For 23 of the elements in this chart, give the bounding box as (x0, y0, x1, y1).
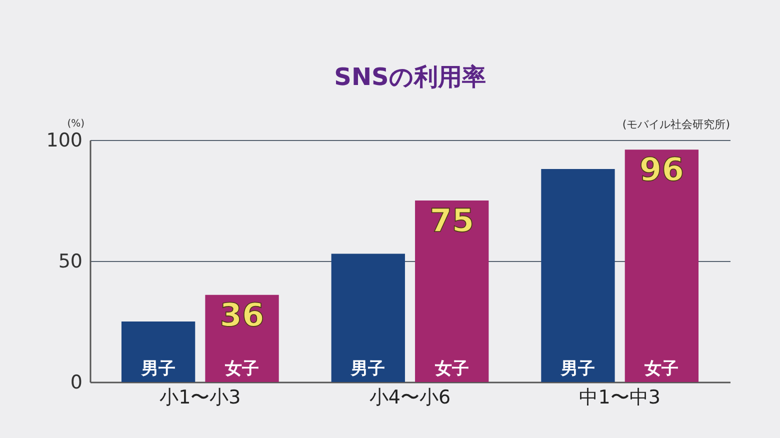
bar (541, 169, 615, 382)
text: 女子 (644, 359, 679, 379)
data-label: 75 (430, 202, 474, 240)
x-tick-label: 小1〜小3 (160, 386, 241, 408)
bar (624, 150, 699, 382)
y-tick-label: 100 (46, 130, 82, 152)
series-label: 女子 (224, 359, 260, 379)
x-tick-label: 中1〜中3 (579, 386, 660, 408)
y-tick-label: 0 (70, 372, 82, 394)
data-label: 36 (220, 296, 264, 334)
bar (331, 254, 405, 382)
text: (モバイル社会研究所) (622, 118, 730, 131)
chart-title: SNSの利用率 (334, 63, 486, 91)
text: 男子 (560, 359, 595, 379)
text: 男子 (351, 359, 386, 379)
data-label: 96 (639, 150, 684, 189)
text: 女子 (434, 359, 469, 379)
bar (121, 322, 196, 382)
series-label: 男子 (140, 359, 176, 379)
bar (415, 200, 489, 382)
x-tick-label: 小4〜小6 (369, 386, 451, 408)
y-tick-label: 50 (58, 250, 82, 272)
y-axis-title: (%) (67, 118, 85, 130)
